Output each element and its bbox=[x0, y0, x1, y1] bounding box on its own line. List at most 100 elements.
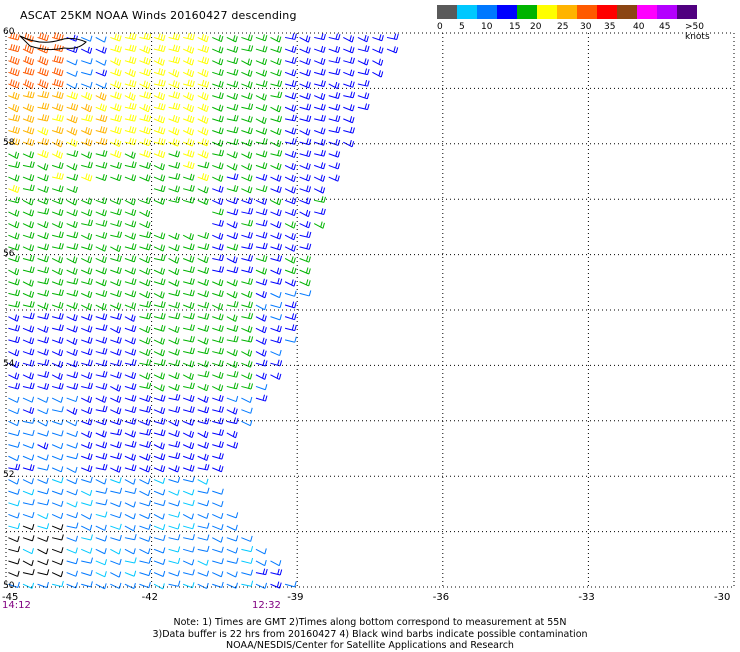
wind-barb-flag bbox=[192, 290, 195, 297]
wind-barb bbox=[212, 185, 224, 193]
wind-barb bbox=[255, 267, 268, 275]
wind-barb-flag bbox=[279, 59, 282, 65]
wind-barb-flag bbox=[218, 185, 222, 192]
wind-barb-shaft bbox=[22, 502, 33, 506]
wind-barb-flag bbox=[235, 139, 239, 145]
wind-barb-flag bbox=[235, 257, 238, 264]
wind-barb bbox=[37, 420, 49, 427]
wind-barb-flag bbox=[17, 58, 20, 65]
wind-barb-flag bbox=[247, 58, 250, 65]
wind-barb-shaft bbox=[95, 455, 106, 460]
wind-barb-shaft bbox=[51, 188, 62, 193]
wind-barb-shaft bbox=[81, 420, 91, 426]
wind-barb bbox=[270, 35, 282, 43]
wind-barb-flag bbox=[278, 560, 282, 566]
wind-barb-flag bbox=[177, 511, 181, 518]
wind-barb bbox=[124, 314, 136, 322]
wind-barb-shaft bbox=[241, 548, 252, 553]
wind-barb-flag bbox=[221, 220, 224, 227]
wind-barb bbox=[124, 278, 137, 286]
wind-barb-flag bbox=[145, 174, 149, 181]
wind-barb-flag bbox=[131, 33, 135, 40]
wind-barb bbox=[37, 464, 50, 471]
wind-barb-flag bbox=[87, 372, 91, 378]
wind-barb bbox=[168, 267, 180, 276]
wind-barb bbox=[168, 465, 180, 473]
wind-barb-flag bbox=[160, 185, 164, 191]
wind-barb-shaft bbox=[270, 560, 280, 567]
wind-barb bbox=[153, 312, 166, 320]
wind-barb-flag bbox=[129, 114, 132, 121]
wind-barb-flag bbox=[73, 231, 76, 238]
wind-barb-shaft bbox=[212, 176, 222, 182]
wind-barb bbox=[51, 396, 64, 403]
wind-barb bbox=[66, 442, 78, 449]
wind-barb bbox=[357, 68, 370, 76]
wind-barb bbox=[153, 337, 165, 345]
wind-barb bbox=[212, 149, 225, 157]
wind-barb-shaft bbox=[81, 583, 92, 588]
wind-barb-shaft bbox=[81, 327, 91, 333]
wind-barb bbox=[182, 513, 194, 520]
wind-barb-shaft bbox=[255, 397, 266, 402]
wind-barb-flag bbox=[189, 196, 193, 203]
wind-barb-flag bbox=[9, 55, 13, 62]
wind-barb bbox=[182, 103, 195, 113]
wind-barb-flag bbox=[352, 92, 356, 98]
wind-barb-shaft bbox=[66, 385, 77, 390]
wind-barb-flag bbox=[60, 500, 64, 507]
wind-barb-shaft bbox=[22, 176, 33, 182]
wind-barb bbox=[255, 568, 268, 576]
wind-barb bbox=[8, 209, 20, 217]
wind-barb-shaft bbox=[255, 548, 266, 555]
wind-barb-flag bbox=[133, 431, 136, 438]
wind-barb-flag bbox=[58, 185, 62, 192]
wind-barb-flag bbox=[189, 382, 193, 389]
wind-barb-flag bbox=[186, 57, 190, 63]
wind-barb-flag bbox=[201, 45, 205, 51]
lon-label: -42 bbox=[141, 592, 158, 603]
wind-barb-shaft bbox=[139, 560, 150, 564]
wind-barb bbox=[343, 69, 355, 77]
wind-barb-flag bbox=[247, 151, 250, 158]
wind-barb bbox=[22, 161, 35, 168]
wind-barb bbox=[270, 174, 282, 182]
wind-barb-shaft bbox=[8, 444, 19, 448]
wind-barb bbox=[153, 583, 165, 590]
wind-barb-shaft bbox=[22, 304, 33, 308]
wind-barb-shaft bbox=[183, 409, 193, 413]
wind-barb-flag bbox=[134, 103, 137, 110]
wind-barb-shaft bbox=[182, 513, 193, 520]
wind-barb-flag bbox=[192, 348, 195, 354]
wind-barb-shaft bbox=[124, 513, 135, 520]
wind-barb-flag bbox=[61, 534, 64, 541]
wind-barb-flag bbox=[87, 174, 90, 181]
wind-barb-flag bbox=[58, 162, 62, 168]
wind-barb-shaft bbox=[37, 269, 48, 274]
wind-barb bbox=[37, 79, 49, 89]
wind-barb bbox=[66, 371, 79, 379]
wind-barb-flag bbox=[102, 347, 105, 354]
wind-barb-flag bbox=[58, 33, 62, 40]
wind-barb-shaft bbox=[255, 106, 266, 112]
wind-barb-shaft bbox=[66, 397, 77, 403]
wind-barb-flag bbox=[56, 56, 59, 63]
wind-barb-shaft bbox=[80, 513, 91, 520]
wind-barb-shaft bbox=[241, 60, 251, 66]
wind-barb-flag bbox=[145, 221, 149, 227]
wind-barb-shaft bbox=[139, 304, 150, 308]
wind-barb-shaft bbox=[328, 176, 339, 182]
wind-barb bbox=[81, 336, 93, 344]
wind-barb-flag bbox=[73, 277, 76, 284]
wind-barb bbox=[284, 581, 297, 588]
wind-barb-flag bbox=[249, 373, 253, 380]
wind-barb-flag bbox=[131, 45, 135, 51]
wind-barb-shaft bbox=[212, 83, 222, 88]
wind-barb-shaft bbox=[183, 548, 193, 553]
wind-barb-flag bbox=[102, 173, 105, 180]
wind-barb bbox=[124, 487, 137, 495]
wind-barb-flag bbox=[262, 255, 265, 261]
wind-barb-flag bbox=[160, 442, 163, 449]
wind-barb-flag bbox=[133, 152, 136, 159]
wind-barb-shaft bbox=[95, 583, 105, 590]
